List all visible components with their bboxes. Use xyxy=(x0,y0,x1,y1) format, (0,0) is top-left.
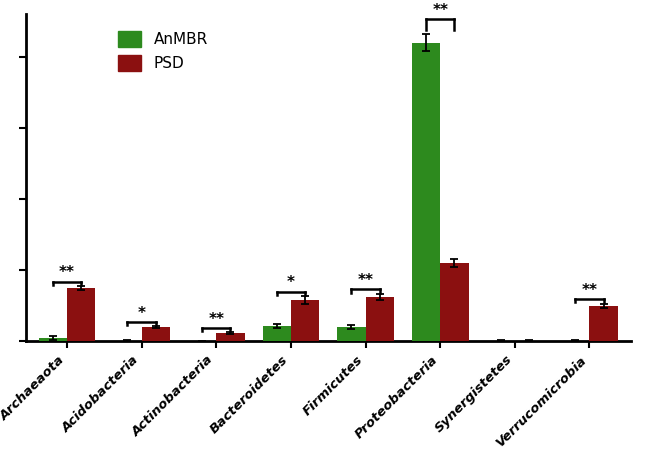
Bar xyxy=(590,306,618,341)
Bar xyxy=(291,300,319,341)
Bar xyxy=(412,43,440,341)
Bar xyxy=(39,337,67,341)
Bar xyxy=(486,340,515,341)
Text: *: * xyxy=(138,306,146,321)
Bar xyxy=(216,333,244,341)
Text: **: ** xyxy=(358,273,374,288)
Text: **: ** xyxy=(582,283,597,298)
Text: *: * xyxy=(287,275,295,291)
Text: **: ** xyxy=(59,265,75,281)
Legend: AnMBR, PSD: AnMBR, PSD xyxy=(112,25,214,77)
Text: **: ** xyxy=(208,312,224,327)
Bar xyxy=(365,297,394,341)
Bar xyxy=(515,340,543,341)
Bar xyxy=(561,340,590,341)
Bar xyxy=(263,326,291,341)
Text: **: ** xyxy=(432,3,448,18)
Bar xyxy=(67,288,96,341)
Bar xyxy=(337,327,365,341)
Bar xyxy=(440,263,469,341)
Bar xyxy=(142,327,170,341)
